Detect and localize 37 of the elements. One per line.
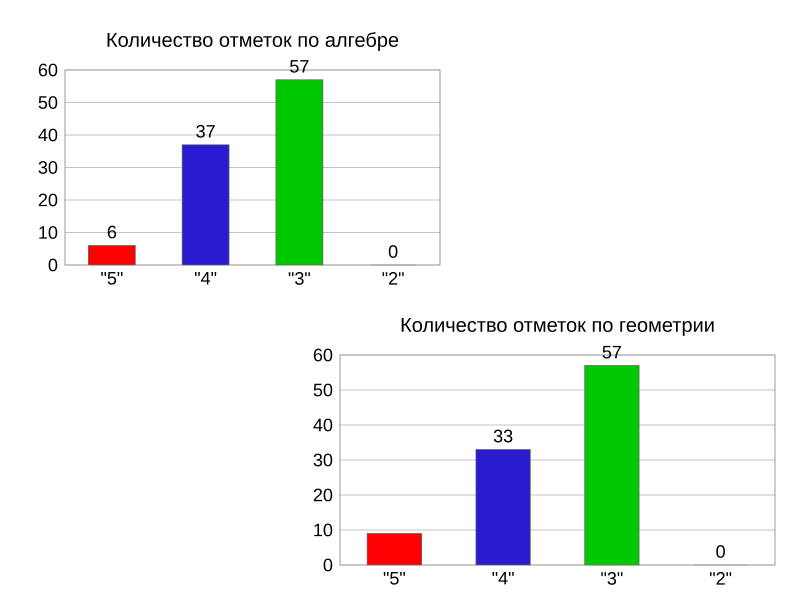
data-label: 0 bbox=[716, 545, 725, 558]
data-label: 33 bbox=[494, 430, 512, 442]
chart-title: Количество отметок по алгебре bbox=[108, 32, 398, 51]
bar bbox=[584, 365, 640, 566]
x-tick-label: "3" bbox=[288, 272, 310, 285]
x-tick-label: "4" bbox=[492, 572, 514, 584]
x-tick-label: "5" bbox=[101, 272, 122, 285]
data-label: 0 bbox=[388, 245, 398, 258]
y-tick-label: 40 bbox=[313, 418, 332, 432]
data-label: 37 bbox=[196, 124, 215, 138]
bar bbox=[366, 533, 422, 566]
chart-title: Количество отметок по геометрии bbox=[402, 318, 714, 336]
y-tick-label: 30 bbox=[38, 161, 58, 174]
y-tick-label: 10 bbox=[39, 226, 58, 239]
y-tick-label: 20 bbox=[38, 194, 58, 206]
y-tick-label: 30 bbox=[314, 454, 332, 466]
y-tick-label: 60 bbox=[314, 348, 332, 362]
data-label: 57 bbox=[290, 60, 308, 73]
y-tick-label: 50 bbox=[38, 96, 58, 109]
data-label: 6 bbox=[108, 226, 116, 238]
y-tick-label: 0 bbox=[324, 558, 332, 572]
x-tick-label: "3" bbox=[601, 572, 622, 585]
x-tick-label: "2" bbox=[710, 572, 732, 585]
bar bbox=[88, 245, 136, 266]
y-tick-label: 60 bbox=[38, 64, 58, 76]
bar bbox=[476, 449, 531, 566]
data-label: 57 bbox=[602, 346, 621, 358]
bar bbox=[182, 144, 230, 266]
x-tick-label: "4" bbox=[194, 272, 216, 284]
y-tick-label: 0 bbox=[48, 258, 58, 272]
x-tick-label: "2" bbox=[382, 272, 404, 285]
y-tick-label: 40 bbox=[38, 128, 58, 142]
y-tick-label: 50 bbox=[314, 384, 332, 396]
y-tick-label: 20 bbox=[314, 488, 332, 502]
x-tick-label: "5" bbox=[384, 572, 405, 585]
y-tick-label: 10 bbox=[314, 524, 332, 536]
bar bbox=[276, 79, 324, 266]
